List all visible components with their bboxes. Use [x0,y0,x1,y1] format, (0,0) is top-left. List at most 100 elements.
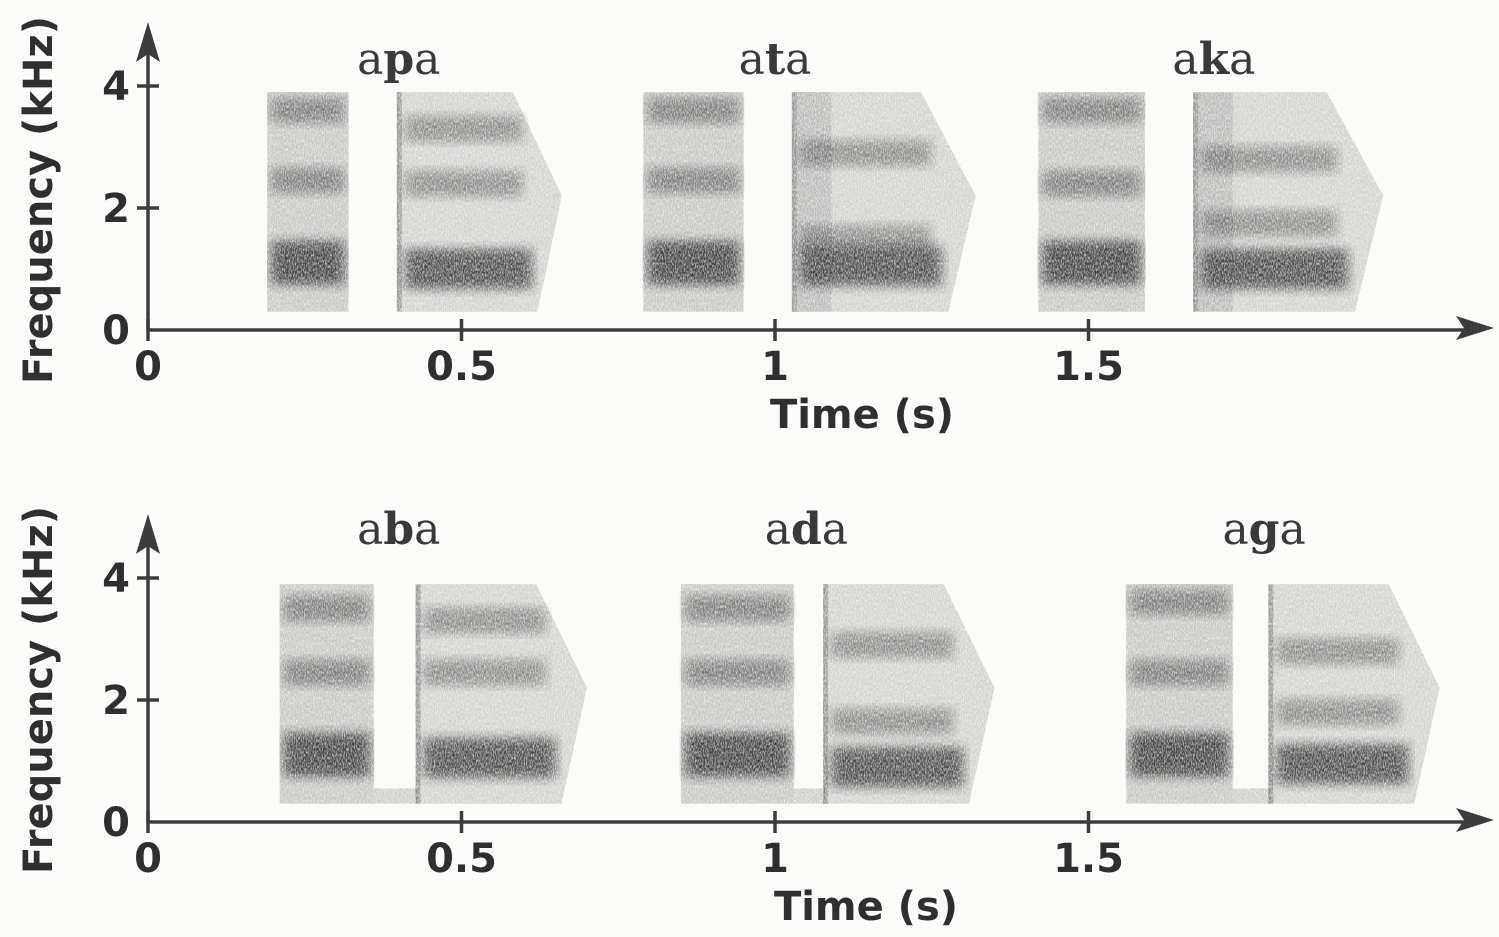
formant-band [404,249,532,289]
x-tick-label: 0.5 [426,836,497,882]
consonant-letter: b [383,504,414,555]
y-tick-label: 2 [102,186,130,232]
y-tick-label: 0 [102,800,130,846]
formant-band [831,747,964,788]
x-tick-label: 0 [134,836,162,882]
formant-band [1130,659,1229,686]
y-axis-arrow [136,514,160,554]
formant-band [1201,210,1337,237]
formant-band [1276,744,1409,785]
y-tick-label: 0 [102,308,130,354]
voice-bar [793,788,826,804]
formant-band [283,595,370,622]
syllable-labels: apa ata aka [357,34,1255,85]
vowel-letter: a [357,34,383,85]
y-tick-label: 4 [102,64,130,110]
formant-band [1201,249,1348,289]
formant-band [1042,170,1141,197]
formant-band [423,607,546,634]
consonant-letter: g [1249,504,1280,555]
formant-band [1042,240,1141,285]
vowel-letter: a [1229,34,1255,85]
vowel-letter: a [1279,504,1305,555]
utterance-ada [680,584,995,804]
consonant-letter: p [383,34,414,85]
formant-band [283,659,370,686]
y-tick-label: 2 [102,678,130,724]
y-axis-title: Frequency (kHz) [16,16,62,384]
formant-band [1130,589,1229,616]
panel-bottom: 0 0.5 1 1.5 024 aba ada aga Time (s) Frequenc… [16,504,1494,930]
syllable-label: ata [739,34,812,85]
y-tick-label: 4 [102,556,130,602]
formant-band [831,708,954,735]
vowel-letter: a [822,504,848,555]
x-axis-arrow [1456,808,1494,832]
utterance-ata [643,92,976,312]
spectrogram-area-top [267,92,1384,312]
syllable-label: apa [357,34,440,85]
consonant-letter: d [791,504,822,555]
x-tick-label: 1.5 [1053,836,1124,882]
formant-band [1276,638,1399,665]
vowel-letter: a [414,34,440,85]
formant-band [799,245,942,286]
formant-band [283,732,370,777]
syllable-label: aga [1222,504,1305,555]
formant-band [271,240,345,285]
formant-band [647,97,740,124]
utterance-aga [1126,584,1440,804]
x-axis-title: Time (s) [774,884,958,930]
formant-band [684,595,790,622]
x-tick-label: 1 [761,836,789,882]
utterance-aba [279,584,587,804]
vowel-letter: a [1172,34,1198,85]
y-ticks: 0 2 4 [102,64,159,354]
formant-band [404,170,523,197]
formant-band [1201,146,1337,173]
formant-band [831,632,954,659]
voice-bar [1232,788,1271,804]
x-tick-label: 1.5 [1053,344,1124,390]
formant-band [271,167,345,194]
x-ticks: 0 0.5 1 1.5 [134,811,1124,882]
formant-band [799,140,931,167]
formant-band [684,659,790,686]
vowel-letter: a [414,504,440,555]
formant-band [1130,732,1229,777]
x-tick-label: 0.5 [426,344,497,390]
consonant-letter: t [765,34,786,85]
formant-band [684,732,790,777]
y-axis-title: Frequency (kHz) [16,506,62,874]
formant-band [423,737,556,778]
vowel-letter: a [1222,504,1248,555]
utterance-apa [267,92,562,312]
x-tick-label: 0 [134,344,162,390]
x-tick-label: 1 [761,344,789,390]
formant-band [404,115,523,142]
syllable-labels: aba ada aga [357,504,1305,555]
y-axis-arrow [136,22,160,62]
x-axis-title: Time (s) [770,392,954,438]
spectrogram-area-bottom [279,584,1440,804]
vowel-letter: a [785,34,811,85]
syllable-label: aba [357,504,440,555]
voice-bar [373,788,418,804]
vowel-letter: a [357,504,383,555]
utterance-aka [1038,92,1384,312]
panel-top: 0 0.5 1 1.5 024 apa ata aka Time (s) Frequenc… [16,16,1494,438]
formant-band [271,97,345,124]
vowel-letter: a [739,34,765,85]
formant-band [1042,97,1141,124]
syllable-label: ada [765,504,848,555]
x-ticks: 0 0.5 1 1.5 [134,319,1124,390]
formant-band [799,225,931,252]
y-ticks: 0 2 4 [102,556,159,846]
formant-band [1276,699,1399,726]
x-axis-arrow [1456,316,1494,340]
vowel-letter: a [765,504,791,555]
formant-band [423,659,546,686]
syllable-label: aka [1172,34,1255,85]
formant-band [647,167,740,194]
